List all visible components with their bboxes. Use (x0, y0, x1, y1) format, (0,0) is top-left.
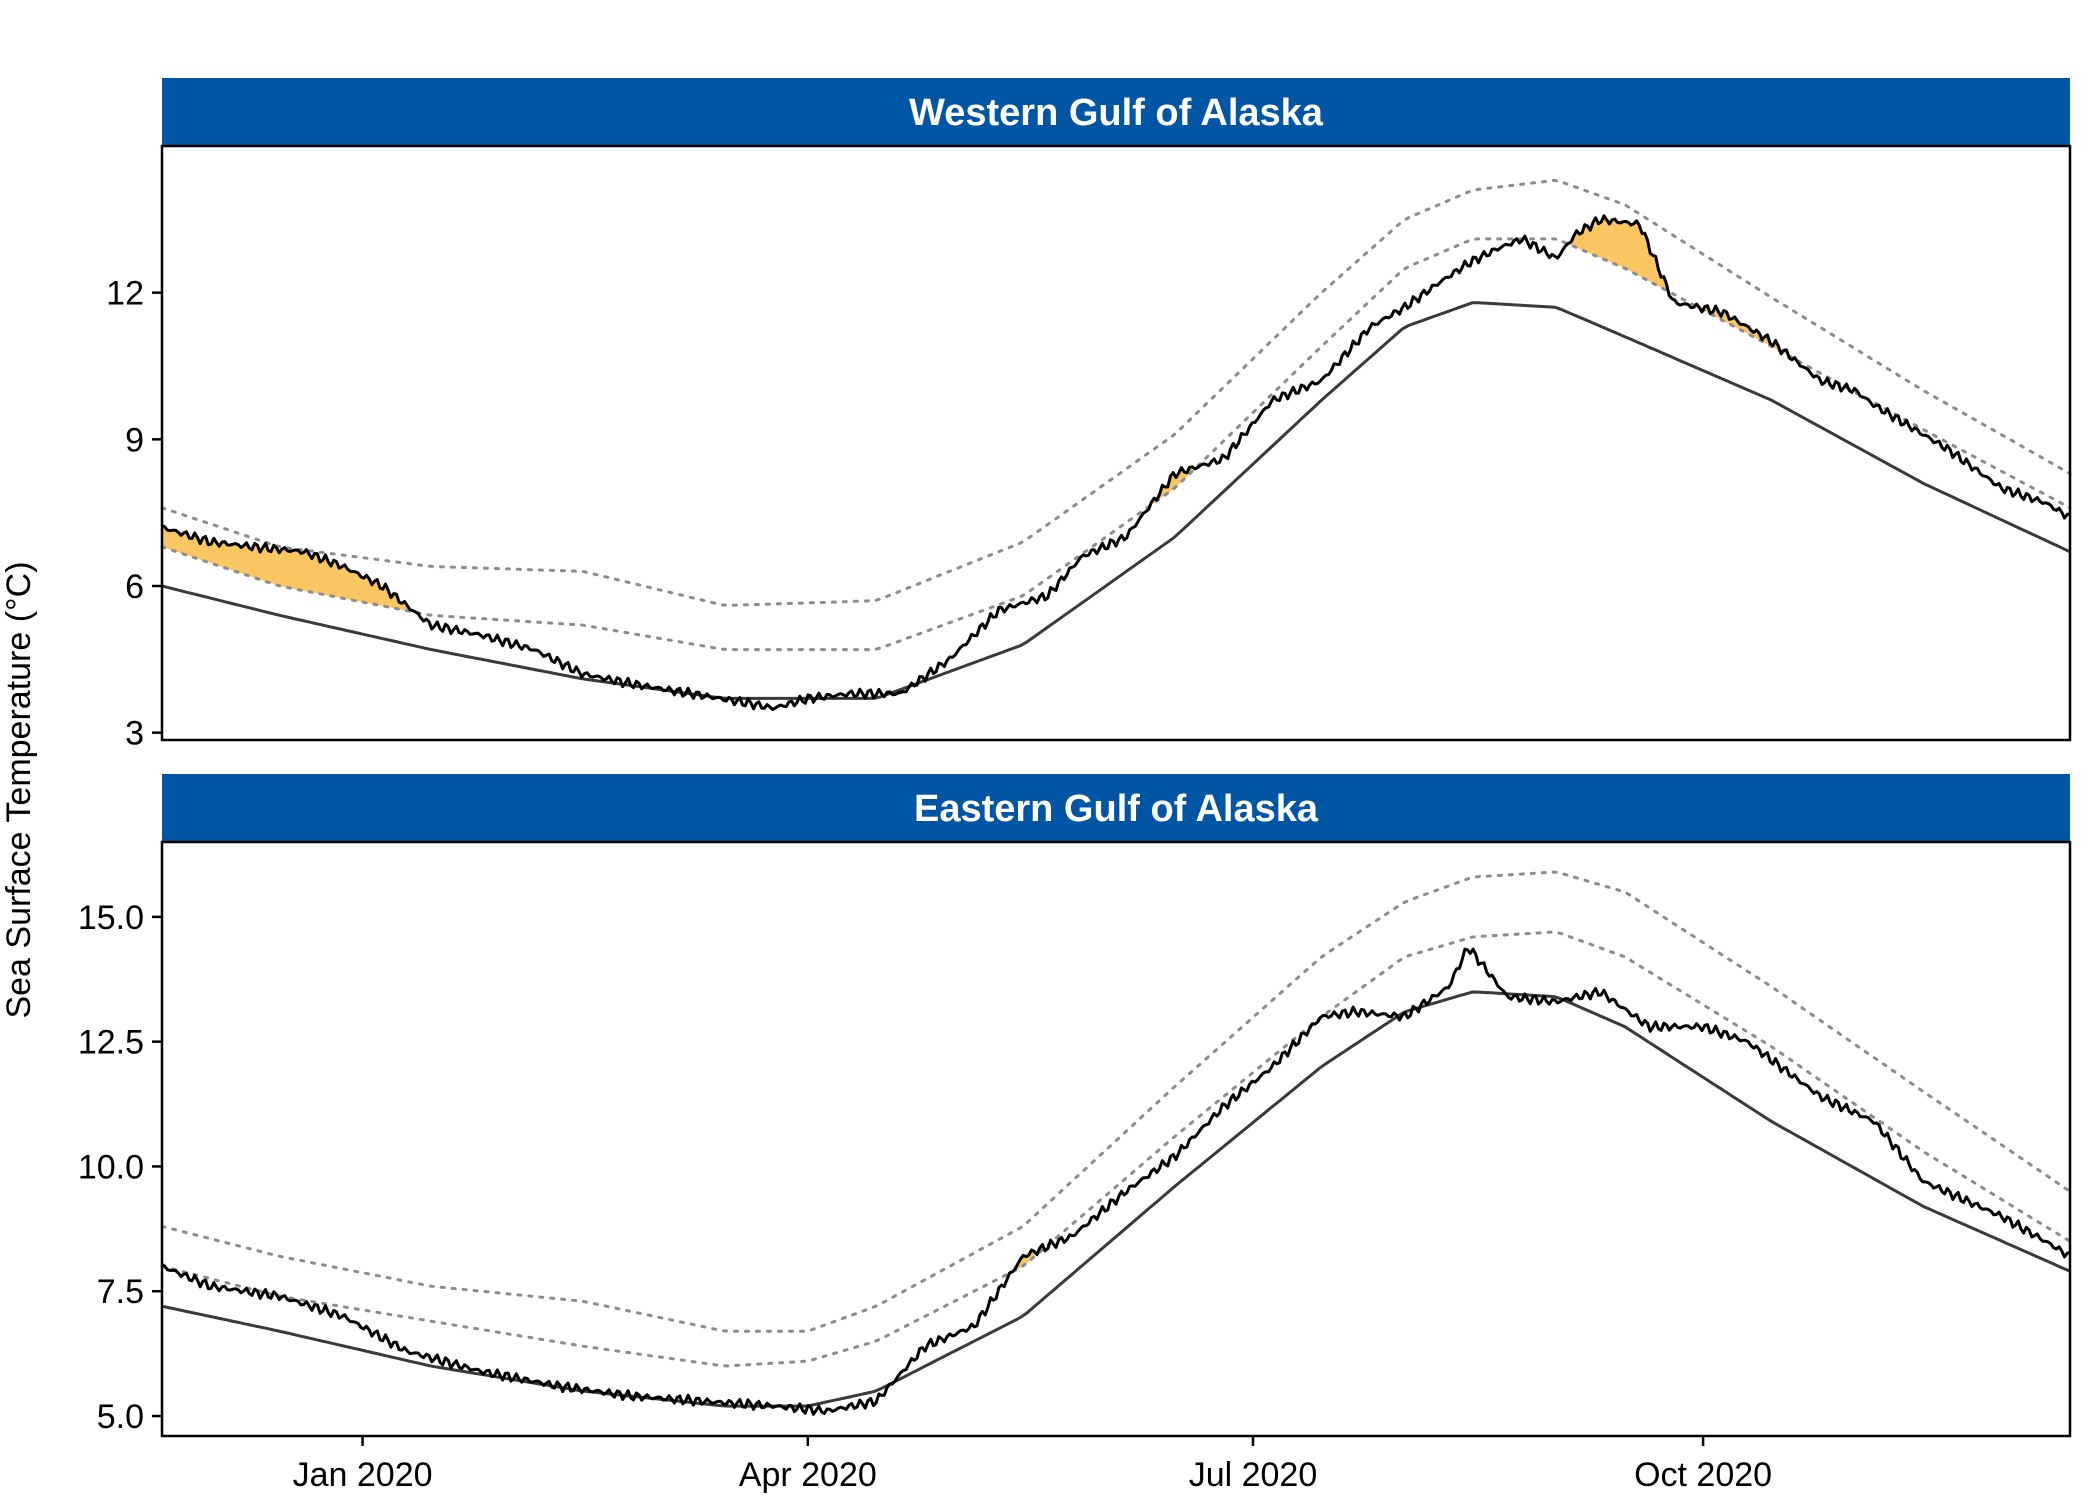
climatology-line (161, 990, 2071, 1408)
panel-eastern-gulf: Eastern Gulf of Alaska 5.0 7.5 10.0 12.5 15.0 (78, 774, 2072, 1438)
y-tick-label: 15.0 (78, 899, 144, 937)
observed-sst-line (161, 947, 2071, 1416)
observed-sst-line (161, 214, 2071, 711)
threshold-upper-line (160, 870, 2072, 1333)
plot-frame (160, 840, 2072, 1438)
x-tick-label: Jan 2020 (293, 1456, 433, 1494)
x-axis: Jan 2020 Apr 2020 Jul 2020 Oct 2020 (293, 1436, 1772, 1494)
heatwave-area (1704, 305, 1779, 351)
y-tick-label: 3 (125, 715, 144, 753)
facet-strip (162, 774, 2070, 842)
threshold-line (160, 237, 2072, 652)
x-tick-label: Jul 2020 (1189, 1456, 1318, 1494)
y-tick-label: 9 (125, 421, 144, 459)
y-tick-label: 12.5 (78, 1024, 144, 1062)
plot-frame (160, 144, 2072, 742)
panel-western-gulf: Western Gulf of Alaska 3 6 9 12 (106, 78, 2072, 753)
threshold-line (160, 930, 2072, 1368)
facet-title: Western Gulf of Alaska (909, 92, 1324, 134)
y-tick-label: 7.5 (97, 1273, 144, 1311)
heatwave-area (1151, 466, 1193, 505)
x-tick-label: Apr 2020 (739, 1456, 877, 1494)
facet-title: Eastern Gulf of Alaska (914, 788, 1319, 830)
y-tick-label: 10.0 (78, 1148, 144, 1186)
y-tick-label: 5.0 (97, 1398, 144, 1436)
y-tick-label: 6 (125, 568, 144, 606)
threshold-upper-line (160, 178, 2072, 607)
y-tick-label: 12 (106, 275, 144, 313)
climatology-line (161, 301, 2071, 700)
x-tick-label: Oct 2020 (1634, 1456, 1772, 1494)
facet-strip (162, 78, 2070, 146)
heatwave-area (162, 525, 416, 613)
y-axis-title: Sea Surface Temperature (°C) (0, 561, 38, 1018)
